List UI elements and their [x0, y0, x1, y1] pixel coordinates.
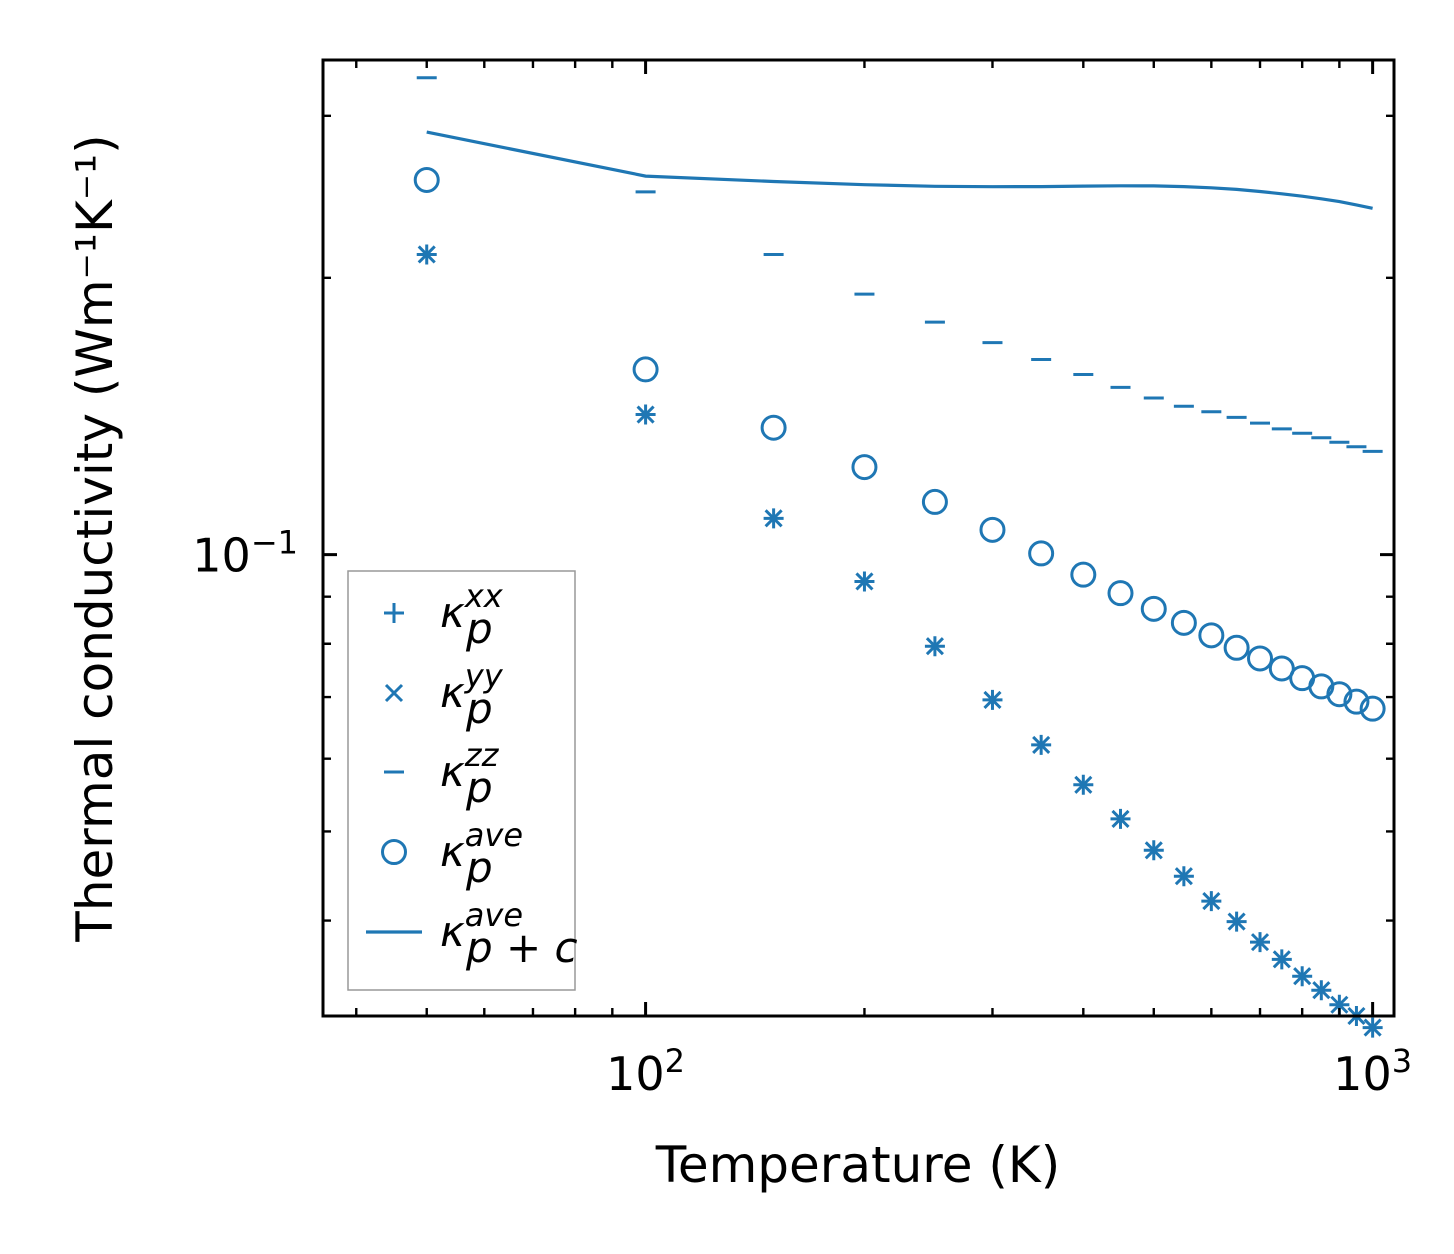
- legend-label: κave: [440, 816, 523, 876]
- data-point: [1032, 735, 1051, 754]
- data-point: [1359, 695, 1386, 722]
- series-hline: [416, 76, 1383, 453]
- data-point: [632, 356, 659, 383]
- data-point: [855, 572, 874, 591]
- x-tick-label: 103: [1333, 1042, 1412, 1101]
- data-point: [1028, 540, 1055, 567]
- y-tick-label: 10−1: [192, 524, 298, 583]
- legend-label-subscript: p: [465, 684, 493, 733]
- data-point: [1198, 622, 1225, 649]
- data-point: [925, 637, 944, 656]
- data-point: [851, 454, 878, 481]
- data-point: [1174, 867, 1193, 886]
- plot-frame: [321, 58, 1396, 1018]
- legend-label-subscript: p: [465, 604, 493, 653]
- data-point: [1144, 841, 1163, 860]
- data-point: [979, 516, 1006, 543]
- data-point: [413, 166, 440, 193]
- x-tick-label: 102: [606, 1042, 685, 1101]
- legend-label-subscript: p: [465, 763, 493, 812]
- data-point: [1312, 981, 1331, 1000]
- legend-label: κzz: [440, 736, 500, 796]
- data-point: [1343, 688, 1370, 715]
- legend-marker-icon: [384, 603, 404, 623]
- data-point: [1268, 655, 1295, 682]
- legend-label-subscript: p: [465, 843, 493, 892]
- data-point: [764, 509, 783, 528]
- data-point: [1293, 967, 1312, 986]
- data-point: [921, 488, 948, 515]
- data-point: [636, 405, 655, 424]
- x-axis-label: Temperature (K): [655, 1136, 1060, 1194]
- series-line: [426, 130, 1373, 210]
- data-point: [1250, 933, 1270, 952]
- data-point: [1111, 809, 1130, 828]
- series-circle: [413, 166, 1386, 722]
- data-point: [1247, 645, 1274, 672]
- data-point: [1170, 609, 1197, 636]
- data-point: [1330, 995, 1349, 1014]
- legend-marker-icon: [384, 683, 404, 703]
- tick-labels: 102 103 10−1: [192, 524, 1412, 1101]
- data-point: [1223, 634, 1250, 661]
- data-point: [983, 690, 1002, 709]
- data-point: [1107, 580, 1134, 607]
- plot-area: [413, 76, 1386, 1038]
- data-point: [1227, 912, 1246, 931]
- data-point: [1074, 775, 1093, 794]
- y-axis-label: Thermal conductivity (Wm⁻¹K⁻¹): [66, 134, 124, 942]
- legend-label-subscript: p + c: [465, 923, 578, 972]
- series-line: [426, 130, 1373, 210]
- series-x: [417, 245, 1382, 1037]
- legend-label: κyy: [440, 657, 504, 717]
- data-point: [1070, 561, 1097, 588]
- legend-box: [347, 570, 576, 991]
- legend-marker-icon: [381, 839, 407, 865]
- data-point: [1326, 681, 1353, 708]
- data-point: [417, 245, 436, 264]
- data-point: [1202, 892, 1221, 911]
- data-point: [1272, 950, 1291, 969]
- legend-label: κave: [440, 896, 523, 956]
- data-point: [760, 414, 787, 441]
- data-point: [1140, 595, 1167, 622]
- data-point: [1363, 1018, 1382, 1037]
- legend-label: κxx: [440, 577, 504, 637]
